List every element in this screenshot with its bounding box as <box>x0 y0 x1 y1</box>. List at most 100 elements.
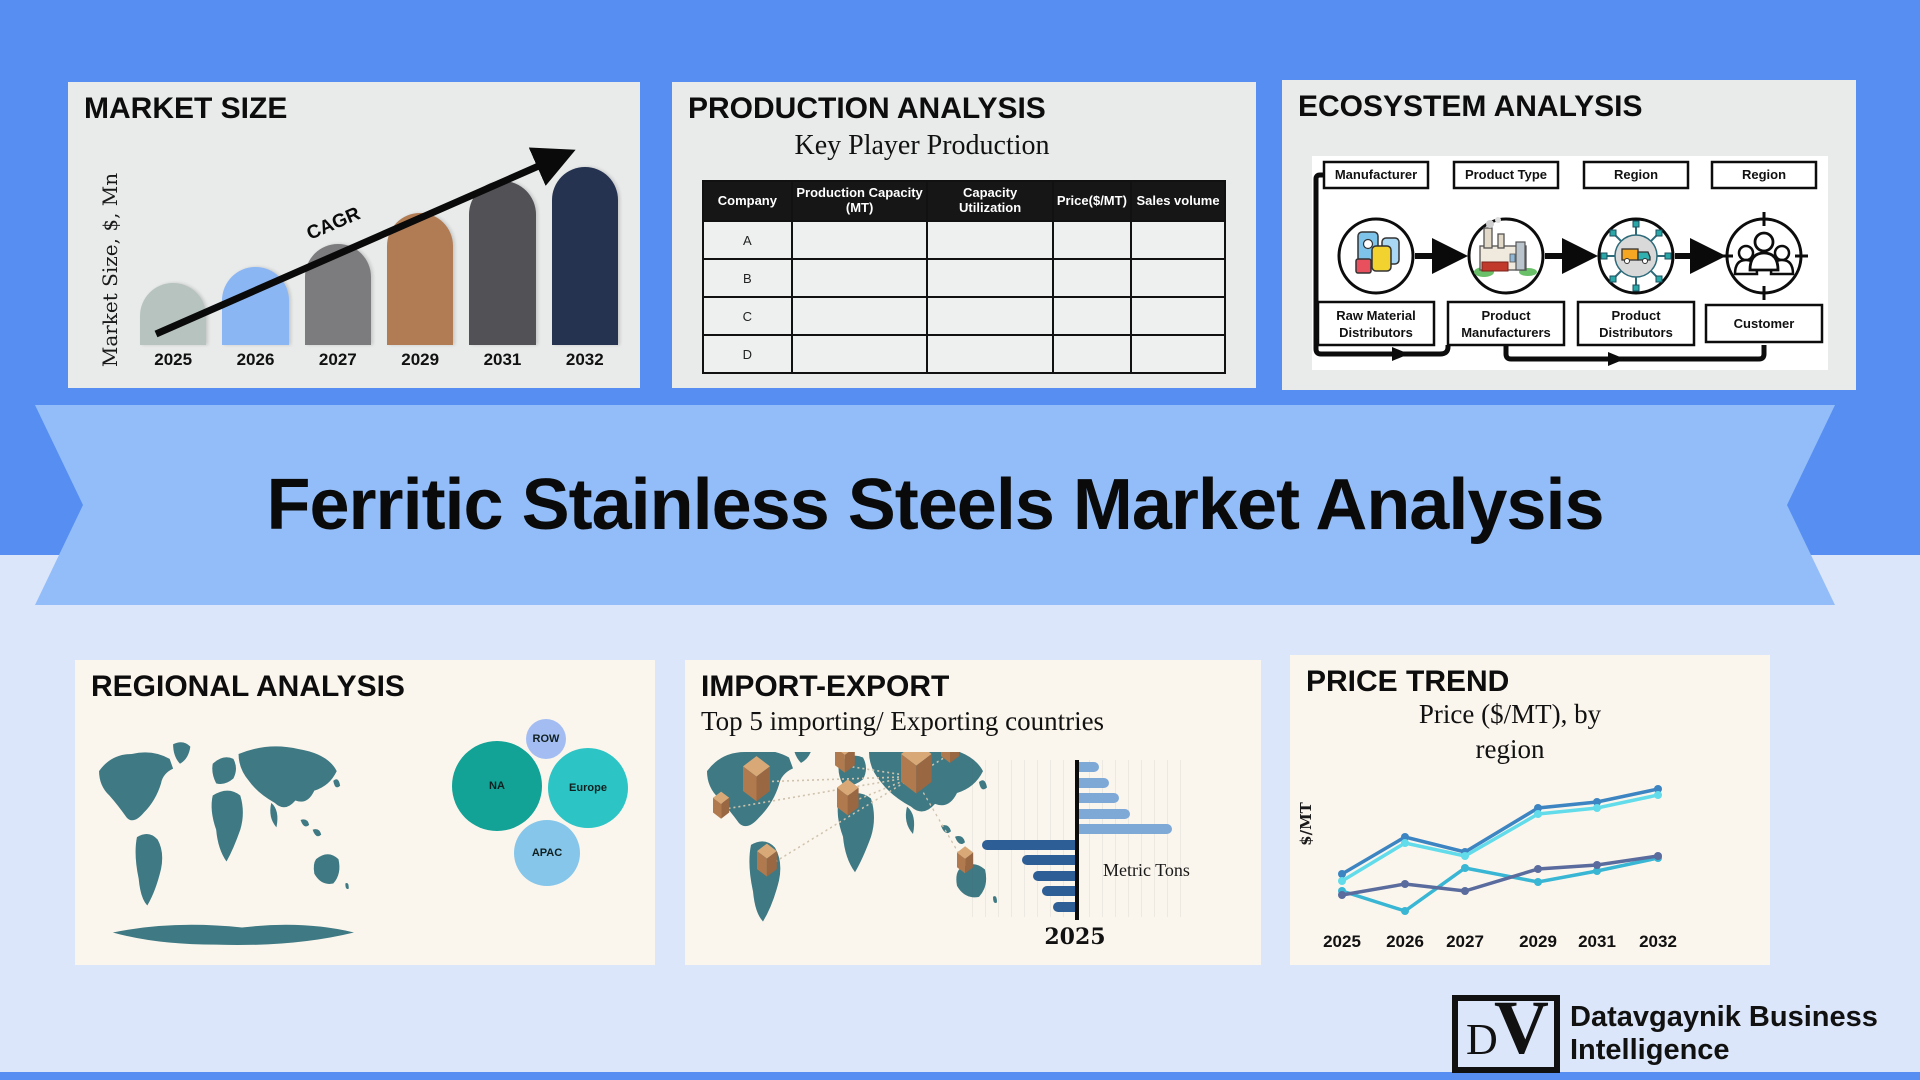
arrowhead <box>1608 352 1625 366</box>
column-header: Production Capacity (MT) <box>790 180 929 222</box>
node-label: Region <box>1614 167 1658 182</box>
empty-cell <box>1051 296 1133 336</box>
year-label: 2029 <box>401 350 440 369</box>
region-bubble-chart: NA Europe APAC ROW <box>75 660 655 965</box>
bar-column-2031: 2031 <box>469 181 536 370</box>
title-ribbon: Ferritic Stainless Steels Market Analysi… <box>35 405 1835 605</box>
raw-materials-icon <box>1355 231 1400 274</box>
import-export-subtitle: Top 5 importing/ Exporting countries <box>701 706 1105 736</box>
data-point <box>1338 891 1346 899</box>
data-point <box>1401 833 1409 841</box>
company-cell: B <box>702 258 793 298</box>
node-box-region <box>1582 160 1690 190</box>
year-label: 2026 <box>236 350 275 369</box>
company-cell: C <box>702 296 793 336</box>
x-axis-label: 2025 <box>1323 932 1361 951</box>
node-label: Product <box>1611 308 1661 323</box>
x-axis-label: 2026 <box>1386 932 1424 951</box>
butterfly-bar-chart <box>962 760 1192 925</box>
brand-name-line-1: Datavgaynik Business <box>1570 1000 1878 1033</box>
export-bar-2 <box>1079 777 1109 788</box>
price-line-region-line-4 <box>1341 854 1659 897</box>
empty-cell <box>790 258 929 298</box>
data-point <box>1461 864 1469 872</box>
subtitle-line-1: Price ($/MT), by <box>1418 699 1602 729</box>
import-export-panel: IMPORT-EXPORT Top 5 importing/ Exporting… <box>685 660 1261 965</box>
node-box-customer <box>1704 303 1824 344</box>
price-y-axis-label: $/MT <box>1297 802 1315 846</box>
data-point <box>1401 839 1409 847</box>
brand-logo: D V Datavgaynik Business Intelligence <box>1452 986 1878 1073</box>
table-row: D <box>702 334 1226 374</box>
world-map <box>99 742 354 946</box>
import-bar-1 <box>982 839 1075 850</box>
column-header: Price($/MT) <box>1051 180 1133 222</box>
data-point <box>1338 877 1346 885</box>
year-label: 2032 <box>565 350 604 369</box>
export-bar-3 <box>1079 793 1119 803</box>
x-axis-label: 2027 <box>1446 932 1484 951</box>
node-box-region-2 <box>1710 160 1818 190</box>
customer-icon <box>1720 212 1808 300</box>
distribution-network-icon <box>1600 220 1672 292</box>
table-row: B <box>702 258 1226 298</box>
region-bubble-Europe: Europe <box>548 748 628 828</box>
export-bar-4 <box>1079 808 1130 819</box>
empty-cell <box>790 334 929 374</box>
import-bar-2 <box>1022 855 1075 865</box>
node-box-product-type <box>1452 160 1560 190</box>
data-point <box>1593 861 1601 869</box>
bar-column-2032: 2032 <box>551 167 618 370</box>
factory-icon <box>1474 217 1537 277</box>
node-box-manufacturer <box>1322 160 1430 190</box>
import-bar-5 <box>1053 901 1075 912</box>
ecosystem-analysis-panel: ECOSYSTEM ANALYSIS Manufacturer Product … <box>1282 80 1856 390</box>
price-line-region-line-2 <box>1341 793 1659 883</box>
bottom-border-strip <box>0 1072 1920 1080</box>
table-row: A <box>702 220 1226 260</box>
data-point <box>1593 798 1601 806</box>
data-point <box>1401 907 1409 915</box>
empty-cell <box>1130 296 1226 336</box>
price-trend-subtitle: Price ($/MT), by region <box>1345 697 1675 767</box>
regional-title: REGIONAL ANALYSIS <box>91 670 405 703</box>
data-point <box>1534 865 1542 873</box>
data-point <box>1534 804 1542 812</box>
empty-cell <box>926 296 1054 336</box>
brand-name: Datavgaynik Business Intelligence <box>1570 1001 1878 1068</box>
regional-analysis-panel: REGIONAL ANALYSIS NA Europe APAC ROW <box>75 660 655 965</box>
arrowhead <box>1392 347 1409 361</box>
region-bubble-APAC: APAC <box>514 820 580 886</box>
export-bar-5 <box>1079 824 1172 834</box>
region-bubble-ROW: ROW <box>526 719 566 759</box>
region-bubble-NA: NA <box>452 741 542 831</box>
market-size-panel: MARKET SIZE Market Size, $, Mn 2025 2026 2… <box>68 82 640 388</box>
table-header-row: Company Production Capacity (MT) Capacity … <box>702 180 1226 222</box>
dv-monogram: D V <box>1452 986 1560 1073</box>
empty-cell <box>1051 258 1133 298</box>
empty-cell <box>926 220 1054 260</box>
page-title: Ferritic Stainless Steels Market Analysi… <box>266 465 1604 545</box>
market-size-bar-chart: 2025 2026 2027 2029 2031 2032 <box>140 152 618 370</box>
node-label: Distributors <box>1339 325 1413 340</box>
node-label: Customer <box>1734 316 1795 331</box>
key-player-production-table: Company Production Capacity (MT) Capacity … <box>702 180 1226 374</box>
node-label: Manufacturer <box>1335 167 1417 182</box>
data-point <box>1534 878 1542 886</box>
market-size-title: MARKET SIZE <box>84 92 288 125</box>
import-export-title: IMPORT-EXPORT <box>701 670 950 703</box>
brand-name-line-2: Intelligence <box>1570 1034 1730 1066</box>
monogram-letter-d: D <box>1466 1015 1498 1064</box>
node-label: Product <box>1481 308 1531 323</box>
import-bar-3 <box>1033 870 1075 881</box>
package-icons <box>713 752 974 877</box>
column-header: Sales volume <box>1130 180 1226 222</box>
import-bar-4 <box>1042 886 1075 896</box>
node-label: Raw Material <box>1336 308 1415 323</box>
market-size-bar-2031 <box>469 181 536 345</box>
data-point <box>1534 810 1542 818</box>
empty-cell <box>1051 220 1133 260</box>
node-box-product-distributors <box>1576 300 1696 347</box>
year-label: 2025 <box>1044 924 1106 950</box>
connector-manufacturer-customer <box>1503 345 1767 362</box>
